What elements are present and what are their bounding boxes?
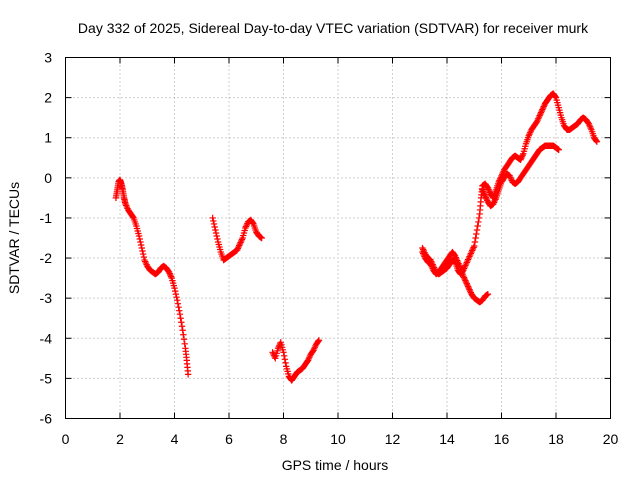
data-point [282,360,288,366]
x-tick-label: 10 [330,431,346,447]
x-tick-label: 8 [280,431,288,447]
data-point [472,235,478,241]
y-tick-label: 2 [44,90,52,106]
data-point [140,251,146,257]
x-tick-label: 14 [439,431,455,447]
series-segment-2 [209,215,264,264]
data-point [472,239,478,245]
data-point [282,356,288,362]
data-point [211,224,217,230]
data-point [141,254,147,260]
y-tick-label: 0 [44,170,52,186]
data-point [137,239,143,245]
y-tick-label: 1 [44,130,52,146]
data-point [281,353,287,359]
data-point [473,231,479,237]
data-point [175,304,181,310]
data-point [139,248,145,254]
data-point [173,294,179,300]
chart-title: Day 332 of 2025, Sidereal Day-to-day VTE… [78,20,589,36]
data-point [177,315,183,321]
data-point [476,215,482,221]
series-segment-3 [269,337,322,384]
data-point [182,341,188,347]
data-point [179,327,185,333]
data-point [185,371,191,377]
x-tick-label: 20 [603,431,619,447]
x-tick-label: 4 [171,431,179,447]
data-point [177,311,183,317]
series-segment-1 [113,177,192,378]
data-point [474,227,480,233]
data-point [213,230,219,236]
data-point [137,236,143,242]
x-axis-title: GPS time / hours [282,457,389,473]
data-point [175,300,181,306]
data-point [176,308,182,314]
y-tick-label: -2 [40,250,53,266]
grid [66,58,611,419]
chart-container: Day 332 of 2025, Sidereal Day-to-day VTE… [0,0,640,480]
y-axis-title: SDTVAR / TECUs [6,182,22,294]
data-point [210,218,216,224]
data-point [211,221,217,227]
data-point [181,336,187,342]
data-point [139,245,145,251]
data-point [138,242,144,248]
x-tick-labels: 0 2 4 6 8 10 12 14 16 18 20 [62,431,619,447]
data-point [214,233,220,239]
x-tick-label: 0 [62,431,70,447]
data-point [172,288,178,294]
y-tick-label: -5 [40,370,53,386]
data-point [475,219,481,225]
x-tick-label: 18 [548,431,564,447]
y-tick-label: -1 [40,210,53,226]
x-tick-label: 2 [116,431,124,447]
data-point [173,291,179,297]
y-tick-label: 3 [44,50,52,66]
y-tick-label: -3 [40,290,53,306]
data-point [178,319,184,325]
data-points [113,90,600,383]
series-segment-4 [419,90,600,277]
y-tick-labels: -6 -5 -4 -3 -2 -1 0 1 2 3 [40,50,53,427]
y-tick-label: -6 [40,411,53,427]
x-tick-label: 12 [385,431,401,447]
data-point [209,215,215,221]
series-segment-6 [479,143,562,210]
y-tick-label: -4 [40,330,53,346]
data-point [212,227,218,233]
x-tick-label: 6 [225,431,233,447]
data-point [180,332,186,338]
data-point [214,236,220,242]
sdtvar-scatter-chart: Day 332 of 2025, Sidereal Day-to-day VTE… [0,0,640,480]
x-tick-label: 16 [494,431,510,447]
data-point [179,323,185,329]
data-point [474,223,480,229]
